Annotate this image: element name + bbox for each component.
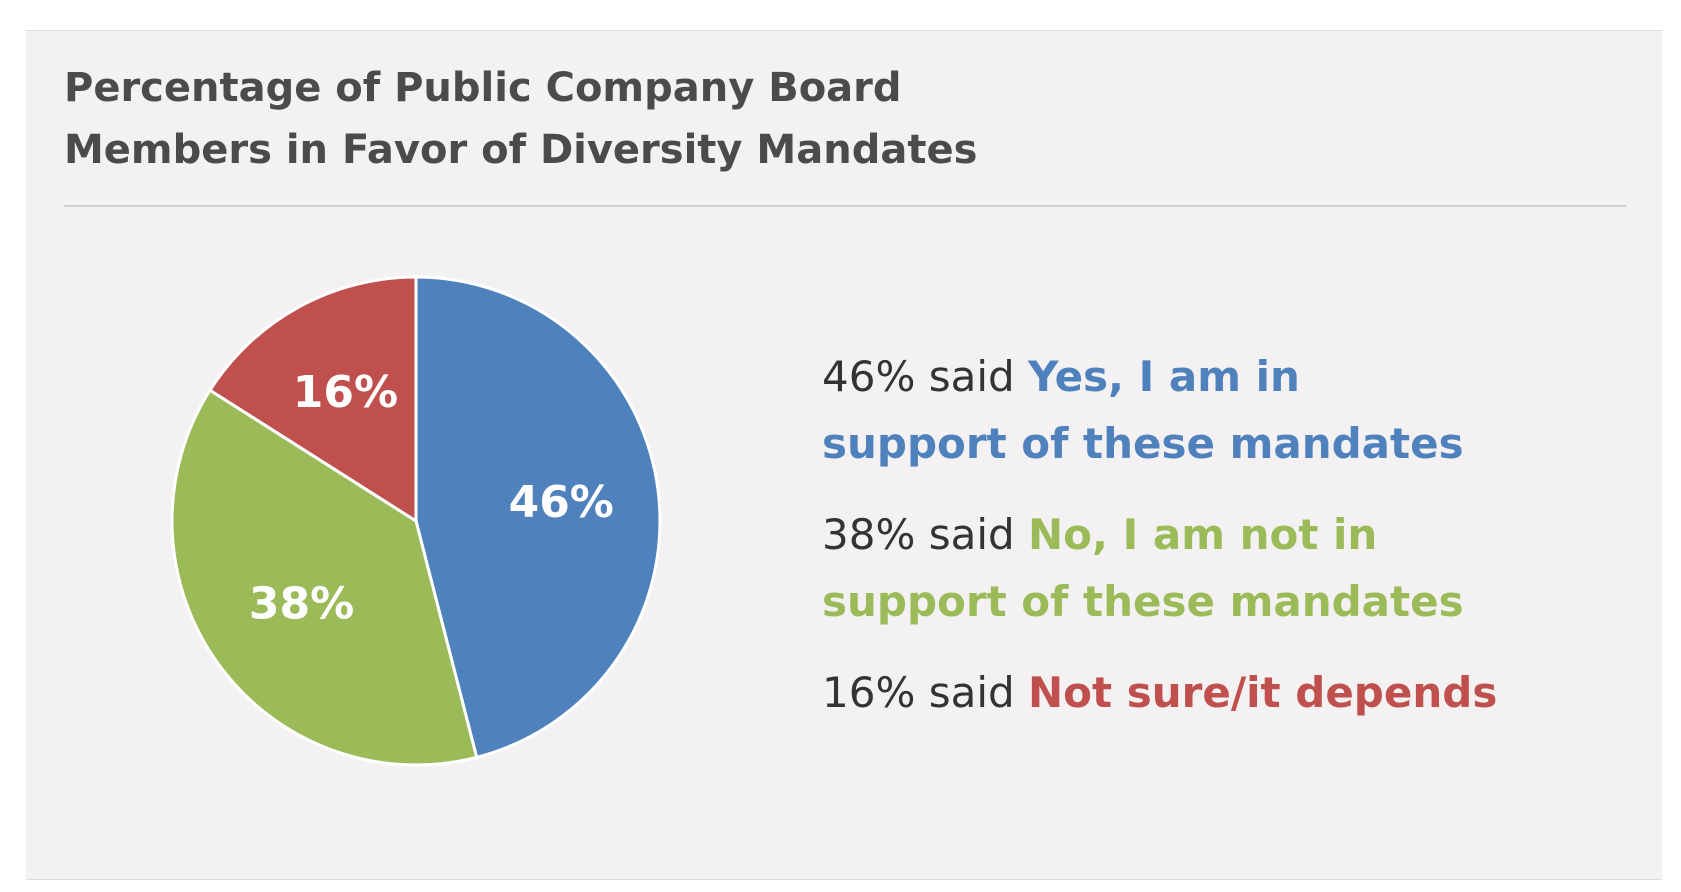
legend-answer-no-line-1: No, I am not in <box>1028 510 1378 559</box>
pie-label-yes: 46% <box>509 477 614 528</box>
legend-item-yes: 46% said Yes, I am in support of these ma… <box>822 343 1642 477</box>
chart-title-line-2: Members in Favor of Diversity Mandates <box>64 127 978 173</box>
pie-slice-no <box>170 388 479 767</box>
legend-lead-no: 38% said <box>822 510 1029 559</box>
legend: 46% said Yes, I am in support of these ma… <box>822 343 1642 750</box>
legend-lead-yes: 46% said <box>822 352 1029 401</box>
legend-answer-yes-line-2: support of these mandates <box>822 419 1464 468</box>
legend-answer-yes-line-1: Yes, I am in <box>1028 352 1300 401</box>
pie-label-not-sure: 16% <box>293 367 398 418</box>
title-divider <box>64 205 1626 207</box>
legend-item-no: 38% said No, I am not in support of these… <box>822 501 1642 635</box>
pie-chart: 46% 38% 16% <box>170 275 662 767</box>
pie-slice-yes <box>414 275 662 759</box>
legend-answer-not-sure: Not sure/it depends <box>1028 668 1498 717</box>
chart-title: Percentage of Public Company Board Membe… <box>64 57 1364 181</box>
legend-answer-no-line-2: support of these mandates <box>822 577 1464 626</box>
chart-card: Percentage of Public Company Board Membe… <box>26 30 1662 880</box>
legend-item-not-sure: 16% said Not sure/it depends <box>822 659 1642 726</box>
chart-title-line-1: Percentage of Public Company Board <box>64 65 902 111</box>
pie-slice-not-sure <box>208 275 418 523</box>
legend-lead-not-sure: 16% said <box>822 668 1029 717</box>
pie-label-no: 38% <box>249 579 354 630</box>
